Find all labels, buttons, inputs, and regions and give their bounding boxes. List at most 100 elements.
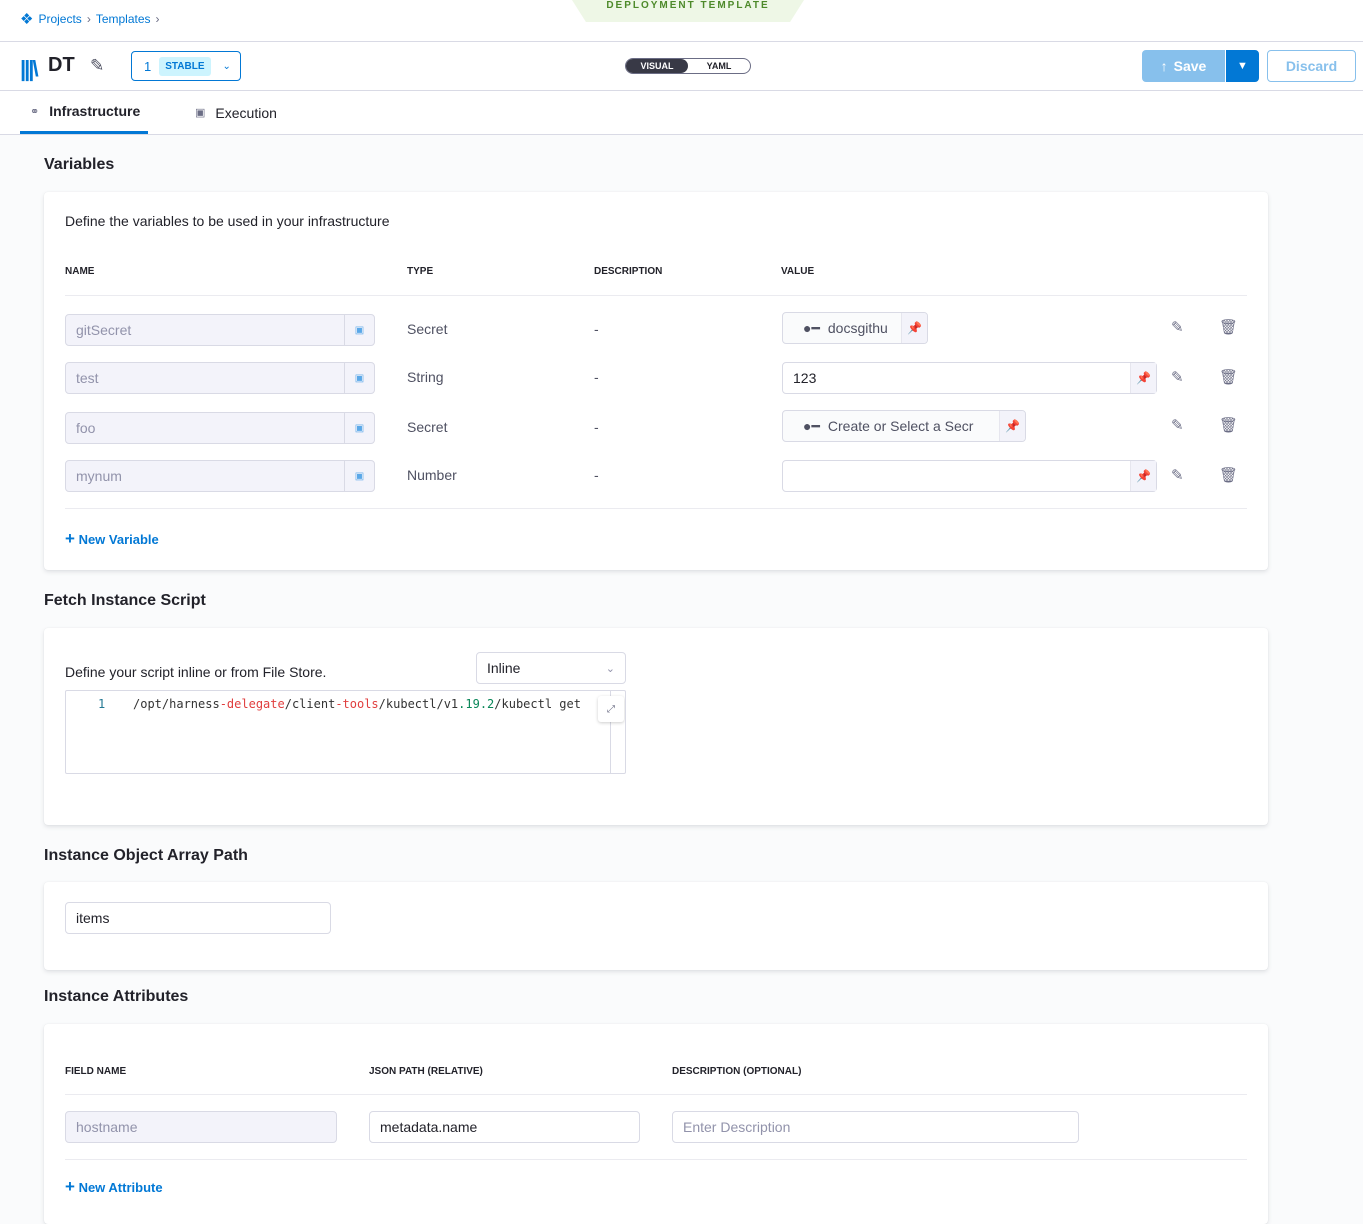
version-select[interactable]: 1 STABLE ⌄ [131, 51, 241, 81]
fetch-script-description: Define your script inline or from File S… [65, 664, 327, 680]
chevron-down-icon: ⌄ [605, 662, 615, 675]
instance-attributes-title: Instance Attributes [44, 988, 189, 1005]
script-source-select[interactable]: Inline ⌄ [476, 652, 626, 684]
trash-icon[interactable]: 🗑 [1219, 417, 1239, 434]
breadcrumb-projects[interactable]: Projects [38, 12, 82, 26]
instance-attributes-card: FIELD NAME JSON PATH (RELATIVE) DESCRIPT… [44, 1024, 1268, 1224]
edit-icon[interactable]: ✎ [1171, 467, 1184, 484]
variables-description: Define the variables to be used in your … [65, 213, 390, 229]
line-number: 1 [98, 697, 106, 711]
variable-description: - [594, 321, 599, 337]
infrastructure-icon: ⚭ [30, 105, 40, 118]
pin-icon[interactable]: 📌 [901, 313, 927, 343]
edit-icon[interactable]: ✎ [1171, 417, 1184, 434]
secret-select[interactable]: ●━ Create or Select a Secr 📌 [782, 410, 1026, 442]
stable-badge: STABLE [159, 56, 211, 76]
plus-icon: + [65, 529, 75, 548]
variables-title: Variables [44, 156, 115, 173]
trash-icon[interactable]: 🗑 [1219, 369, 1239, 386]
variable-type: Number [407, 467, 457, 483]
variable-type: String [407, 369, 444, 385]
field-name-input[interactable]: hostname [65, 1111, 337, 1143]
visual-yaml-toggle[interactable]: VISUAL YAML [625, 58, 751, 74]
template-title: DT [48, 54, 75, 76]
fetch-script-title: Fetch Instance Script [44, 592, 206, 609]
pin-icon[interactable]: 📌 [1130, 363, 1156, 393]
variable-name-field[interactable]: mynum ▣ [65, 460, 375, 492]
editor-scrollbar[interactable] [610, 691, 611, 773]
code-token: /client [284, 697, 336, 711]
variable-name-field[interactable]: test ▣ [65, 362, 375, 394]
variable-description: - [594, 467, 599, 483]
variable-value-input[interactable]: 123 📌 [782, 362, 1157, 394]
chevron-down-icon: ▼ [1237, 60, 1248, 72]
new-variable-button[interactable]: + New Variable [65, 529, 159, 548]
deployment-template-banner: DEPLOYMENT TEMPLATE [572, 0, 804, 22]
new-attribute-button[interactable]: + New Attribute [65, 1177, 163, 1196]
edit-icon[interactable]: ✎ [1171, 319, 1184, 336]
expand-icon[interactable]: ⤢ [598, 696, 624, 722]
copy-icon[interactable]: ▣ [344, 363, 374, 393]
save-split-button: ↑ Save ▼ [1142, 50, 1259, 82]
discard-button[interactable]: Discard [1267, 50, 1356, 82]
code-token: /kubectl get [494, 697, 581, 711]
json-path-input[interactable]: metadata.name [369, 1111, 640, 1143]
copy-icon[interactable]: ▣ [344, 315, 374, 345]
col-type: TYPE [407, 266, 434, 277]
variables-card: Define the variables to be used in your … [44, 192, 1268, 570]
col-field-name: FIELD NAME [65, 1066, 127, 1077]
secret-select[interactable]: ●━ docsgithu 📌 [782, 312, 928, 344]
breadcrumb: ❖ Projects › Templates › [20, 11, 160, 28]
template-header: |||\ DT ✎ 1 STABLE ⌄ VISUAL YAML ↑ Save ▼… [0, 42, 1363, 91]
toggle-visual[interactable]: VISUAL [626, 59, 688, 73]
variable-description: - [594, 419, 599, 435]
code-token: .19.2 [458, 697, 495, 711]
array-path-title: Instance Object Array Path [44, 847, 248, 864]
toggle-yaml[interactable]: YAML [706, 61, 732, 71]
code-token: /kubectl/v1 [378, 697, 459, 711]
tab-infrastructure[interactable]: ⚭ Infrastructure [20, 91, 149, 134]
copy-icon[interactable]: ▣ [344, 413, 374, 443]
col-json-path: JSON PATH (RELATIVE) [369, 1066, 483, 1077]
col-value: VALUE [781, 266, 815, 277]
plus-icon: + [65, 1177, 75, 1196]
edit-title-icon[interactable]: ✎ [90, 56, 105, 75]
top-bar: ❖ Projects › Templates › DEPLOYMENT TEMPLA… [0, 0, 1363, 42]
code-line: /opt/harness-delegate/client-tools/kubec… [133, 697, 581, 711]
version-number: 1 [144, 58, 152, 74]
variable-type: Secret [407, 419, 448, 435]
col-description: DESCRIPTION [594, 266, 663, 277]
project-icon: ❖ [20, 11, 34, 28]
array-path-card: items [44, 882, 1268, 970]
script-editor[interactable]: 1 /opt/harness-delegate/client-tools/kub… [65, 690, 626, 774]
variable-value-input[interactable]: 📌 [782, 460, 1157, 492]
breadcrumb-templates[interactable]: Templates [95, 12, 151, 26]
trash-icon[interactable]: 🗑 [1219, 467, 1239, 484]
pin-icon[interactable]: 📌 [1130, 461, 1156, 491]
description-input[interactable]: Enter Description [672, 1111, 1079, 1143]
variable-description: - [594, 369, 599, 385]
edit-icon[interactable]: ✎ [1171, 369, 1184, 386]
fetch-script-card: Define your script inline or from File S… [44, 628, 1268, 825]
code-token: -delegate [219, 697, 285, 711]
key-icon: ●━ [803, 319, 820, 336]
variable-name-field[interactable]: foo ▣ [65, 412, 375, 444]
variable-name-field[interactable]: gitSecret ▣ [65, 314, 375, 346]
tab-execution[interactable]: ▣ Execution [195, 104, 277, 121]
template-library-icon: |||\ [20, 56, 39, 81]
array-path-input[interactable]: items [65, 902, 331, 934]
col-name: NAME [65, 266, 95, 277]
copy-icon[interactable]: ▣ [344, 461, 374, 491]
save-button[interactable]: ↑ Save [1142, 50, 1225, 82]
code-token: /opt/harness [133, 697, 220, 711]
chevron-down-icon: ⌄ [222, 60, 231, 72]
pin-icon[interactable]: 📌 [999, 411, 1025, 441]
tab-bar: ⚭ Infrastructure ▣ Execution [0, 91, 1363, 135]
key-icon: ●━ [803, 417, 820, 434]
save-options-button[interactable]: ▼ [1225, 50, 1259, 82]
variable-type: Secret [407, 321, 448, 337]
trash-icon[interactable]: 🗑 [1219, 319, 1239, 336]
code-token: -tools [335, 697, 379, 711]
upload-icon: ↑ [1160, 58, 1168, 74]
col-description: DESCRIPTION (OPTIONAL) [672, 1066, 802, 1077]
